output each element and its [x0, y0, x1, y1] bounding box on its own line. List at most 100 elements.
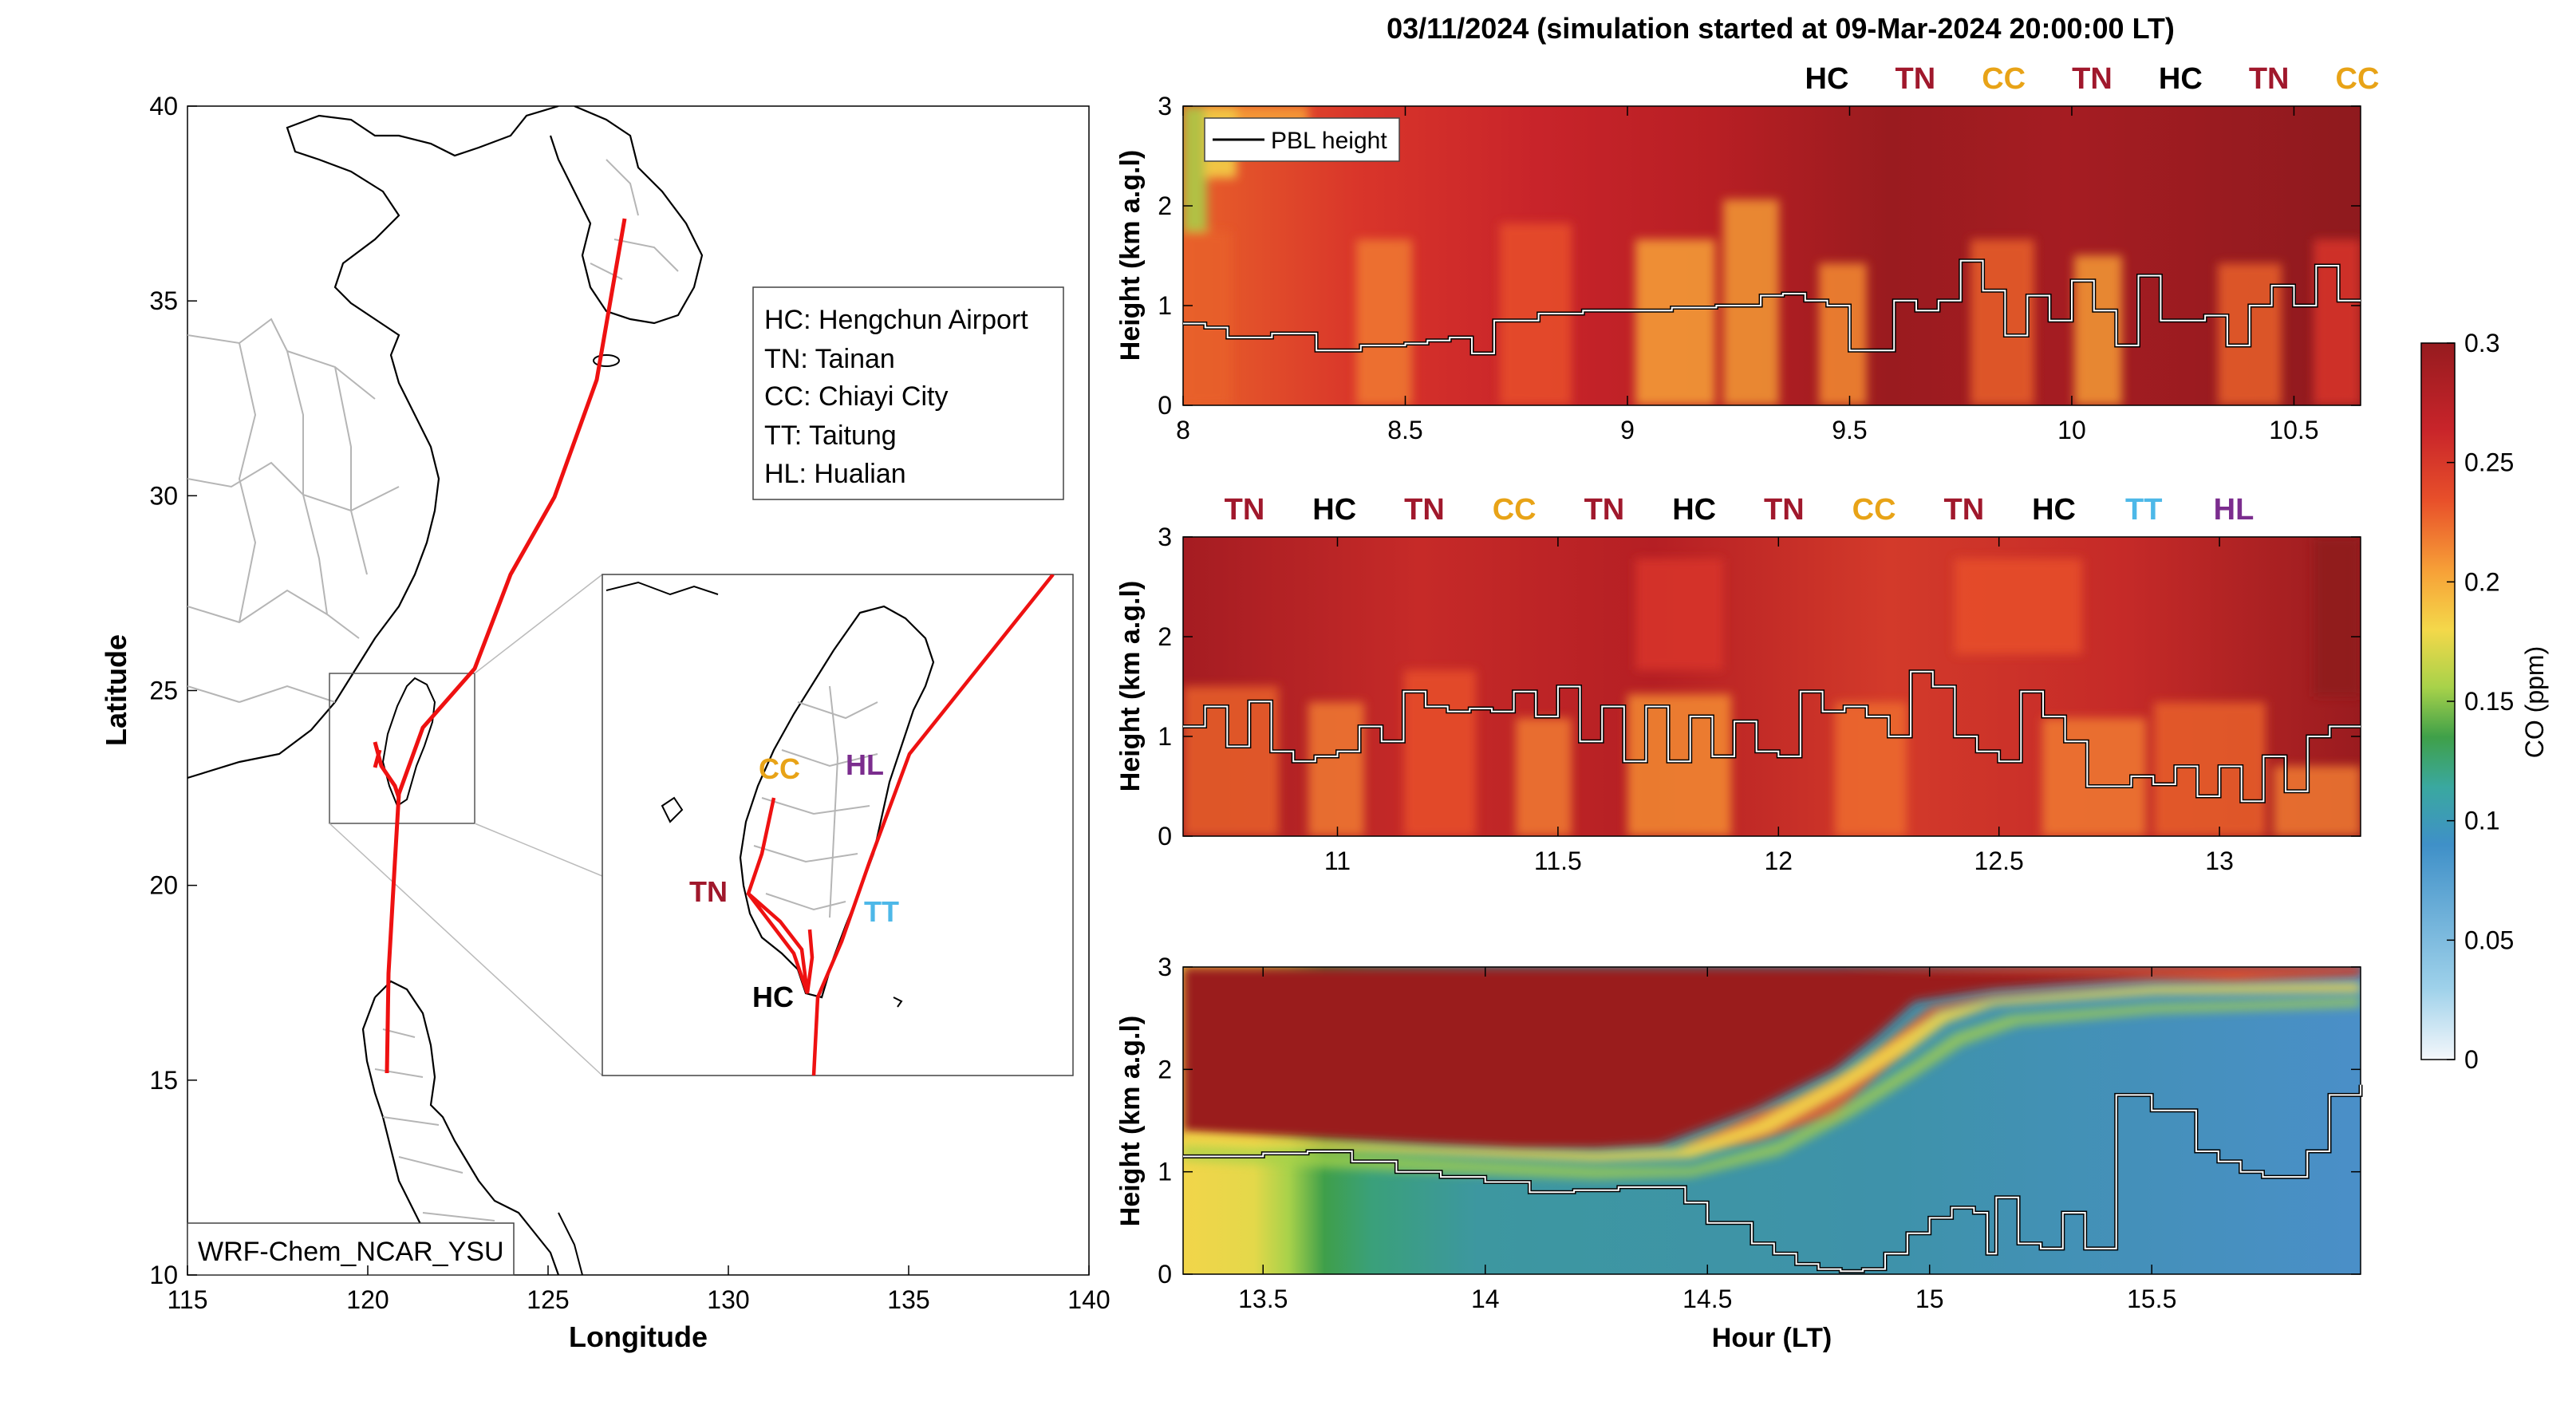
station-label: HC: [2032, 493, 2076, 527]
panel-1-ylabel: Height (km a.g.l): [1115, 150, 1146, 361]
colorbar-tick-label: 0.2: [2464, 567, 2499, 596]
ytick-label: 0: [1158, 822, 1172, 851]
xtick-label: 9: [1620, 416, 1635, 444]
xtick-label: 11: [1324, 847, 1351, 875]
colorbar-label: CO (ppm): [2520, 646, 2549, 758]
zoom-connector-mid: [474, 823, 603, 877]
inset-frame: [602, 574, 1074, 1076]
map-xtick-label: 120: [346, 1285, 389, 1314]
panel-1-ticks: 8 8.5 9 9.5 10 10.5 0 1 2 3: [1158, 92, 2361, 444]
map-ytick-label: 25: [149, 677, 178, 705]
station-label: HL: [2214, 493, 2254, 527]
legend-entry-hl: HL: Hualian: [764, 459, 906, 489]
panel-2-station-labels: TN HC TN CC TN HC TN CC TN HC TT HL: [1225, 493, 2254, 527]
map-coastlines: [187, 106, 704, 1275]
map-ytick-label: 20: [149, 871, 178, 900]
ytick-label: 1: [1158, 722, 1172, 751]
legend-entry-cc: CC: Chiayi City: [764, 381, 948, 412]
colorbar-tick-label: 0.1: [2464, 807, 2499, 835]
map-ytick-label: 40: [149, 92, 178, 120]
xtick-label: 13: [2205, 847, 2234, 875]
xtick-label: 15: [1915, 1285, 1944, 1313]
station-label: TN: [1404, 493, 1445, 527]
station-label: TN: [2249, 62, 2290, 96]
zoom-connector-top: [474, 574, 603, 674]
map-xlabel: Longitude: [569, 1320, 708, 1353]
map-xtick-label: 140: [1067, 1285, 1110, 1314]
pbl-legend-label: PBL height: [1271, 128, 1387, 154]
xtick-label: 13.5: [1238, 1285, 1288, 1313]
xtick-label: 10.5: [2269, 416, 2318, 444]
station-legend: [752, 286, 1064, 500]
panel-3-frame: [1182, 966, 2361, 1275]
inset-label-hl: HL: [846, 748, 884, 781]
colorbar-tick-label: 0.25: [2464, 448, 2514, 477]
station-label: HC: [1312, 493, 1356, 527]
station-label: CC: [1982, 62, 2026, 96]
colorbar-tick-label: 0.3: [2464, 329, 2499, 357]
pbl-line-1-highlight: [1183, 259, 2361, 354]
station-label: TN: [1764, 493, 1805, 527]
xtick-label: 11.5: [1534, 847, 1582, 875]
inset-label-cc: CC: [759, 752, 800, 785]
map-xtick-label: 115: [167, 1285, 207, 1314]
xtick-label: 14: [1471, 1285, 1500, 1313]
xtick-label: 12.5: [1974, 847, 2024, 875]
inset-label-tt: TT: [864, 895, 899, 928]
ytick-label: 1: [1158, 1158, 1172, 1186]
inset-flight-track: [811, 574, 1055, 1076]
panel-3-ticks: 13.5 14 14.5 15 15.5 0 1 2 3: [1158, 953, 2361, 1313]
legend-entry-tt: TT: Taitung: [764, 420, 897, 451]
station-label: CC: [1852, 493, 1896, 527]
xtick-label: 15.5: [2127, 1285, 2176, 1313]
ytick-label: 0: [1158, 391, 1172, 420]
xtick-label: 8: [1176, 416, 1190, 444]
co-panel-3: 13.5 14 14.5 15 15.5 0 1 2 3 Height (km a.g.l) H…: [1115, 953, 2363, 1353]
figure-title: 03/11/2024 (simulation started at 09-Mar…: [1387, 12, 2175, 45]
ytick-label: 2: [1158, 191, 1172, 220]
map-xtick-label: 130: [707, 1285, 749, 1314]
zoom-connector-bottom: [329, 823, 603, 1076]
ytick-label: 2: [1158, 1055, 1172, 1083]
map-ytick-label: 35: [149, 286, 178, 315]
model-label-box: [187, 1222, 515, 1276]
colorbar-ticks: 0 0.05 0.1 0.15 0.2 0.25 0.3: [2447, 329, 2514, 1074]
panel-2-ylabel: Height (km a.g.l): [1115, 581, 1146, 791]
ytick-label: 0: [1158, 1260, 1172, 1289]
station-label: TN: [1896, 62, 1936, 96]
flight-track-local: [373, 741, 401, 799]
panel-1-station-labels: HC TN CC TN HC TN CC: [1805, 62, 2380, 96]
panel-3-xlabel: Hour (LT): [1712, 1323, 1832, 1353]
station-label: TN: [1943, 493, 1984, 527]
xtick-label: 9.5: [1832, 416, 1867, 444]
map-ytick-label: 15: [149, 1066, 178, 1095]
station-label: HC: [1672, 493, 1716, 527]
flight-track: [385, 218, 627, 1074]
xtick-label: 8.5: [1387, 416, 1422, 444]
map-xticks: 115 120 125 130 135 140: [167, 1265, 1110, 1314]
taiwan-coastline: [739, 605, 935, 999]
station-label: HC: [2159, 62, 2203, 96]
xtick-label: 10: [2057, 416, 2086, 444]
map-xtick-label: 135: [887, 1285, 929, 1314]
ytick-label: 3: [1158, 953, 1172, 981]
map-yticks: 10 15 20 25 30 35 40: [149, 92, 197, 1289]
station-label: HC: [1805, 62, 1849, 96]
ytick-label: 1: [1158, 291, 1172, 320]
inset-flight-track-local: [746, 797, 815, 994]
inset-label-tn: TN: [689, 875, 728, 908]
co-field-2: [1183, 537, 2361, 836]
colorbar: 0 0.05 0.1 0.15 0.2 0.25 0.3 CO (ppm): [2420, 329, 2549, 1074]
panel-2-frame: [1182, 536, 2361, 837]
station-label: CC: [1493, 493, 1537, 527]
station-label: CC: [2336, 62, 2380, 96]
panel-3-ylabel: Height (km a.g.l): [1115, 1016, 1146, 1226]
map-ytick-label: 10: [149, 1261, 178, 1289]
colorbar-tick-label: 0: [2464, 1045, 2479, 1074]
model-label: WRF-Chem_NCAR_YSU: [198, 1237, 504, 1267]
colorbar-tick-label: 0.05: [2464, 926, 2514, 954]
